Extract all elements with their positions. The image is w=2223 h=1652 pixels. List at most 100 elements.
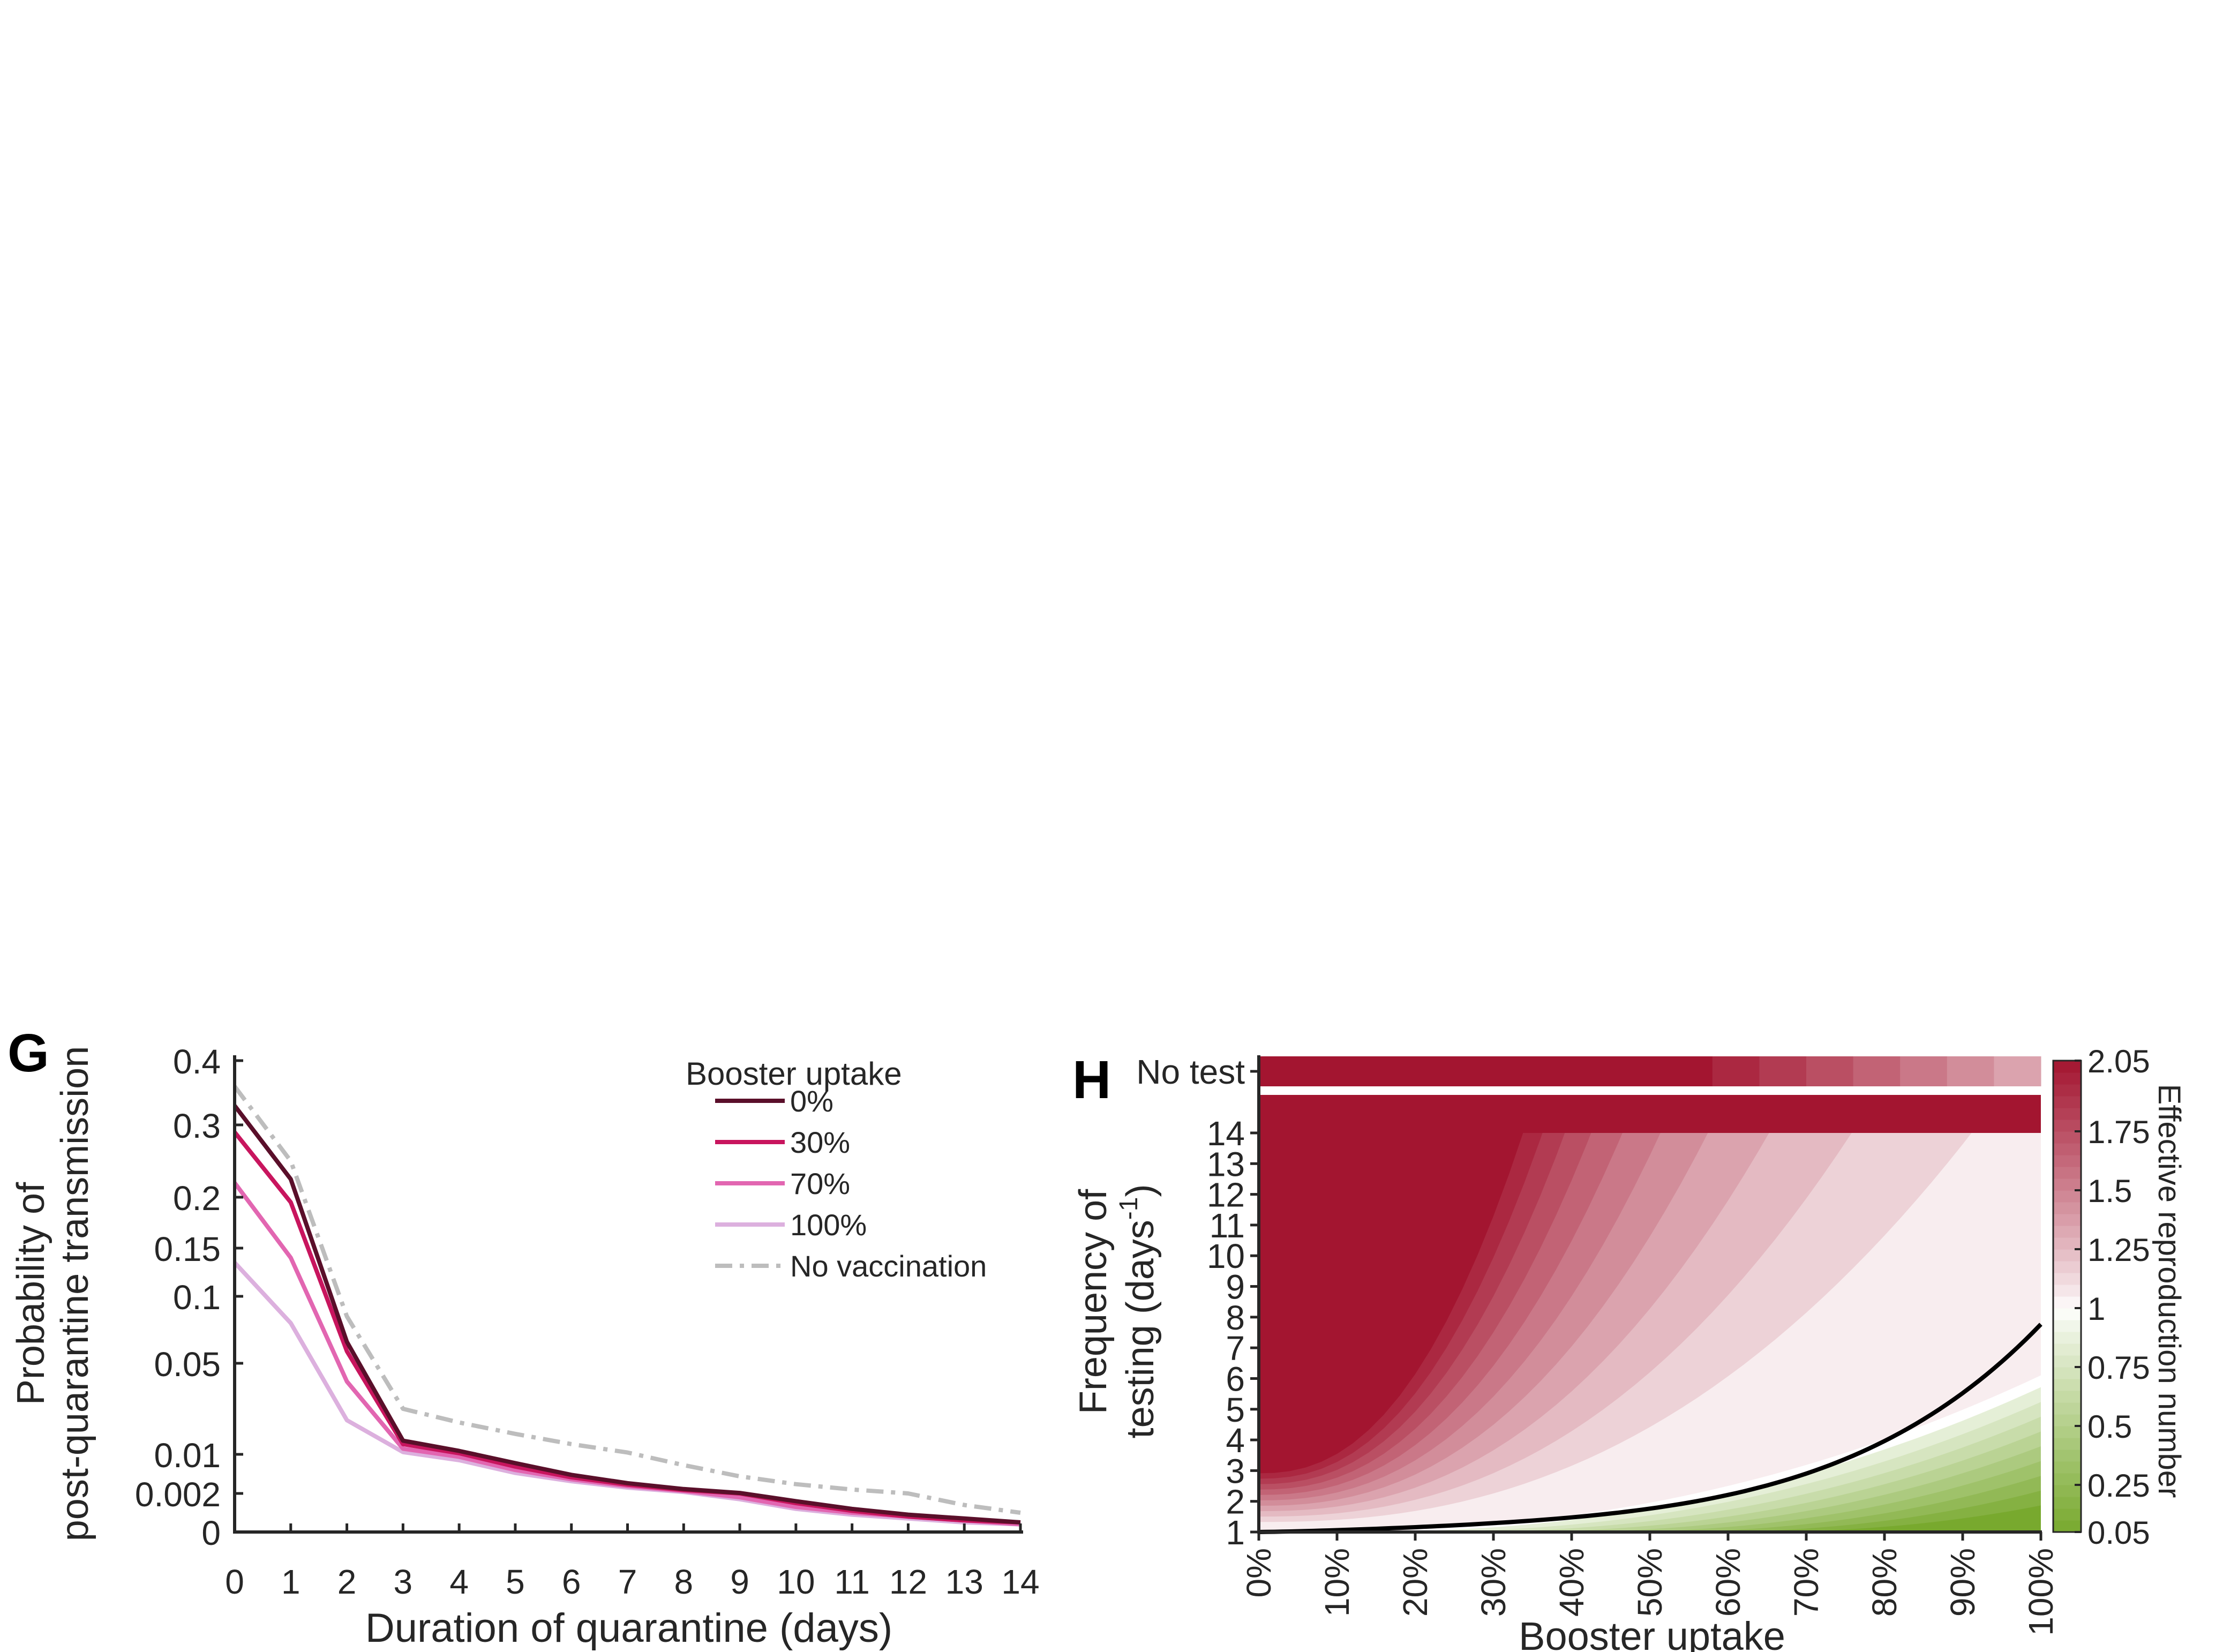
panel-h-y-label-line-1: Frequency of [1072,1189,1115,1414]
panel-g-x-tick-label: 7 [618,1563,637,1601]
panel-h-x-tick-label: 50% [1631,1548,1669,1617]
panel-h-y-tick-label: 1 [1226,1513,1245,1552]
panel-h-y-tick-label: 8 [1226,1298,1245,1337]
panel-g-x-tick-label: 10 [777,1563,815,1601]
panel-g-y-tick-label: 0.3 [173,1107,221,1145]
colorbar-segment [2053,1155,2081,1167]
panel-g-x-axis-label: Duration of quarantine (days) [365,1605,892,1651]
no-test-cell [1994,1056,2041,1086]
colorbar-segment [2053,1131,2081,1144]
legend-entry-label: 100% [790,1208,867,1242]
colorbar-segment [2053,1296,2081,1309]
legend-entry-label: 0% [790,1084,833,1118]
colorbar-segment [2053,1285,2081,1297]
panel-g-x-tick-label: 13 [945,1563,983,1601]
colorbar-tick-label: 0.05 [2087,1515,2150,1551]
panel-g-y-tick-label: 0 [201,1514,221,1552]
colorbar-label-group: Effective reproduction number [2152,1084,2187,1498]
panel-g-y-tick-label: 0.15 [154,1230,221,1268]
panel-g-x-tick-label: 6 [562,1563,581,1601]
colorbar-segment [2053,1120,2081,1132]
panel-h-x-tick-label: 30% [1474,1548,1513,1617]
colorbar-frame [2052,1060,2082,1533]
panel-h-heatmap-area [1259,1098,2041,1532]
panel-h-y-tick-label: 11 [1210,1206,1245,1245]
heatmap-band [1259,1095,2041,1133]
colorbar-segment [2053,1332,2081,1344]
colorbar-tick-label: 0.25 [2087,1468,2150,1504]
panel-h-y-axis-label: Frequency of testing (days-1) [1072,1184,1162,1439]
colorbar-tick-label: 1 [2087,1291,2105,1327]
colorbar-segment [2053,1485,2081,1497]
heatmap-band [1259,1505,2041,1532]
heatmap-band [1259,1098,2041,1532]
panel-g-y-tick-label: 0.4 [173,1042,221,1081]
legend-entry-label: 70% [790,1167,850,1200]
colorbar-segment [2053,1214,2081,1226]
colorbar-segment [2053,1096,2081,1108]
no-test-cell [1947,1056,1994,1086]
colorbar-tick-label: 1.25 [2087,1232,2150,1268]
colorbar-tick-label: 1.5 [2087,1173,2132,1209]
panel-h-y-label-line-2: testing (days-1) [1115,1184,1162,1439]
colorbar-segment [2053,1426,2081,1438]
legend-entry-label: No vaccination [790,1249,987,1283]
panel-h-threshold-curve [1258,1323,2042,1534]
colorbar-segment [2053,1473,2081,1485]
colorbar-segment [2053,1367,2081,1379]
colorbar-segment [2053,1237,2081,1250]
colorbar-segment [2053,1379,2081,1391]
panel-h-x-tick-label: 90% [1943,1548,1982,1617]
colorbar-segment [2053,1414,2081,1426]
panel-h-y-tick-label: 2 [1226,1483,1245,1521]
no-test-cell [1712,1056,1760,1086]
panel-g-y-tick-label: 0.01 [154,1436,221,1475]
panel-g-x-tick-label: 1 [281,1563,301,1601]
panel-h-y-tick-label: 7 [1226,1329,1245,1368]
colorbar-segment [2053,1273,2081,1285]
panel-h-y-label-close: ) [1119,1184,1162,1197]
panel-h-y-tick-label: 5 [1226,1391,1245,1429]
colorbar-segment [2053,1343,2081,1356]
panel-g-x-tick-label: 12 [889,1563,927,1601]
legend-entry-label: 30% [790,1125,850,1159]
panel-h-y-tick-label: 4 [1226,1421,1245,1460]
colorbar-segment [2053,1202,2081,1214]
colorbar-segment [2053,1108,2081,1120]
series-line-0- [232,1104,1021,1525]
colorbar-segment [2053,1178,2081,1191]
panel-g-y-tick-label: 0.2 [173,1179,221,1218]
panel-h-x-tick-label: 40% [1552,1548,1591,1617]
colorbar-segment [2053,1190,2081,1203]
legend-title: Booster uptake [686,1056,902,1092]
no-test-cell [1806,1056,1854,1086]
panel-g-x-tick-label: 0 [225,1563,244,1601]
panel-h-y-tick-label: 3 [1226,1452,1245,1490]
colorbar-segment [2053,1508,2081,1521]
panel-g-series-lines [232,1085,1021,1527]
colorbar-segment [2053,1450,2081,1462]
heatmap-band [1259,1446,2041,1532]
colorbar-segment [2053,1438,2081,1450]
colorbar-segment [2053,1167,2081,1179]
panel-h-x-tick-label: 0% [1240,1548,1278,1598]
panel-h-y-tick-label: 9 [1226,1268,1245,1306]
colorbar-segment [2053,1061,2081,1073]
panel-g-y-tick-label: 0.002 [135,1475,221,1514]
no-test-cell [1853,1056,1901,1086]
panel-letter-g: G [7,1023,49,1083]
panel-h-y-tick-label: 6 [1226,1360,1245,1398]
panel-g-x-ticks: 0 1 2 3 4 5 6 7 8 9 10 11 12 13 14 [225,1523,1040,1601]
colorbar-segment [2053,1461,2081,1474]
panel-g-y-label-line-2: post-quarantine transmission [54,1046,96,1541]
no-test-label: No test [1136,1053,1245,1091]
colorbar-tick-label: 0.75 [2087,1350,2150,1386]
panel-h-y-tick-label: 10 [1207,1237,1245,1275]
colorbar-tick-label: 0.5 [2087,1409,2132,1445]
colorbar-segment [2053,1084,2081,1097]
colorbar-segment [2053,1261,2081,1273]
panel-h-x-tick-label: 70% [1787,1548,1826,1617]
